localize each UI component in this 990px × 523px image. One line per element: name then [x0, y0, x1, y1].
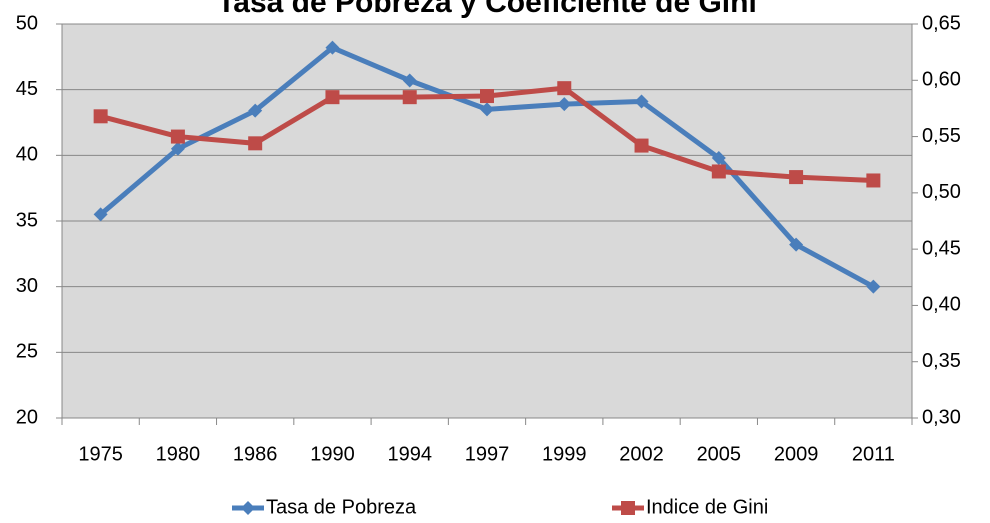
y2-tick-label: 0,50	[922, 181, 961, 203]
marker	[557, 97, 572, 112]
y-tick-label: 20	[16, 406, 38, 428]
y2-tick-label: 0,55	[922, 125, 961, 147]
x-tick-label: 1990	[310, 443, 355, 465]
x-tick-label: 1997	[465, 443, 510, 465]
marker	[93, 207, 108, 222]
marker	[621, 501, 635, 515]
marker	[634, 138, 649, 153]
marker	[866, 173, 881, 188]
marker	[325, 40, 340, 55]
marker	[866, 279, 881, 294]
y2-tick-label: 0,60	[922, 69, 961, 91]
marker	[170, 129, 185, 144]
marker	[557, 81, 572, 96]
marker	[248, 103, 263, 118]
marker	[634, 94, 649, 109]
y-tick-label: 25	[16, 341, 38, 363]
y2-tick-label: 0,35	[922, 350, 961, 372]
marker	[480, 89, 494, 104]
legend-label: Tasa de Pobreza	[266, 496, 417, 518]
y2-tick-label: 0,65	[922, 12, 961, 34]
x-tick-label: 2011	[852, 443, 895, 465]
marker	[789, 237, 804, 252]
y-tick-label: 40	[16, 144, 38, 166]
marker	[711, 150, 726, 165]
y2-tick-label: 0,40	[922, 294, 961, 316]
marker	[480, 102, 494, 117]
y-tick-label: 35	[16, 209, 38, 231]
marker	[93, 109, 108, 124]
legend-label: Indice de Gini	[646, 496, 768, 518]
y-tick-label: 45	[16, 78, 38, 100]
marker	[325, 90, 340, 105]
marker	[402, 90, 417, 105]
x-tick-label: 2009	[774, 443, 819, 465]
x-tick-label: 1999	[542, 443, 587, 465]
marker	[711, 164, 726, 179]
x-tick-label: 1986	[233, 443, 278, 465]
y-tick-label: 50	[16, 12, 38, 34]
y2-tick-label: 0,30	[922, 406, 961, 428]
marker	[170, 141, 185, 156]
x-tick-label: 1975	[78, 443, 123, 465]
marker	[789, 170, 804, 185]
x-tick-label: 1980	[156, 443, 201, 465]
x-tick-label: 2002	[619, 443, 664, 465]
marker	[402, 73, 417, 88]
y2-tick-label: 0,45	[922, 237, 961, 259]
chart-title: Tasa de Pobreza y Coeficiente de Gini	[217, 0, 757, 19]
x-tick-label: 2005	[697, 443, 742, 465]
marker	[248, 136, 263, 151]
marker	[241, 501, 255, 515]
y-tick-label: 30	[16, 275, 38, 297]
x-tick-label: 1994	[387, 443, 432, 465]
